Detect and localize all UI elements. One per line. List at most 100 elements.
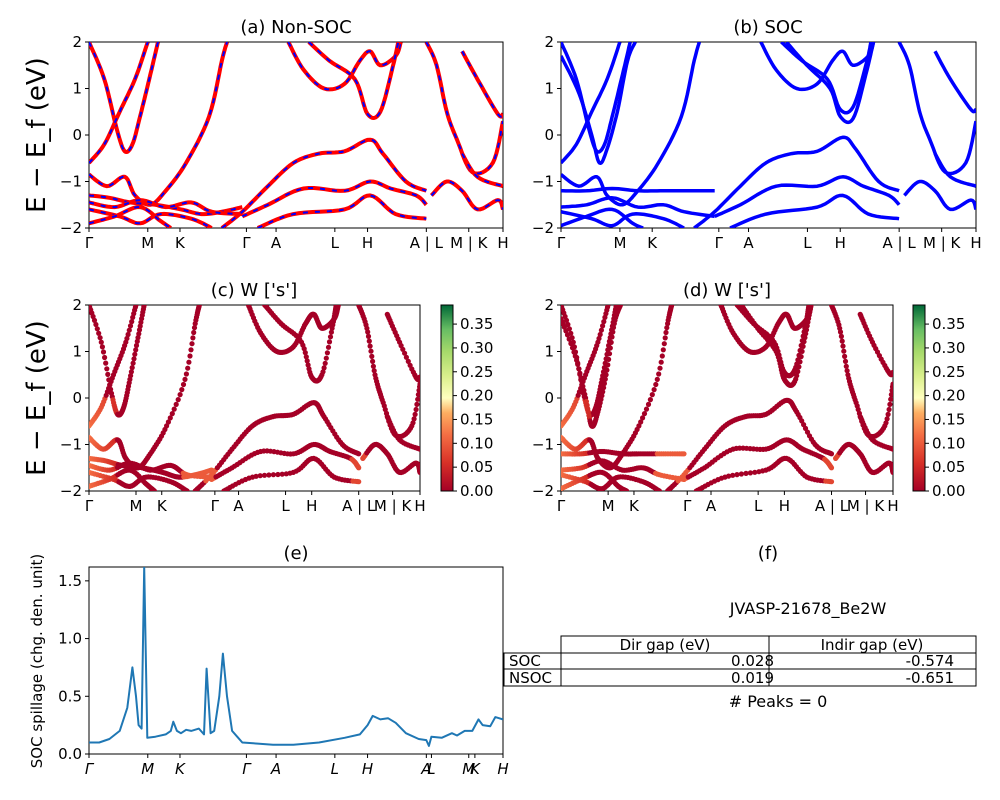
band-line [220, 137, 428, 228]
x-tick-label: M | K [450, 234, 489, 252]
x-tick-label: Γ [211, 497, 220, 515]
band-point [415, 392, 420, 398]
band-point [842, 358, 849, 364]
x-tick-label: L [803, 234, 812, 252]
band-line [460, 50, 503, 119]
band-point [653, 381, 659, 388]
colorbar-tick-label: 0.25 [460, 363, 493, 381]
band-point [127, 323, 134, 329]
band-point [803, 331, 809, 337]
band-point [656, 488, 662, 491]
band-line [785, 42, 876, 125]
band-point [794, 373, 800, 379]
band-point [133, 305, 139, 308]
band-line [89, 42, 160, 154]
band-point [609, 334, 615, 340]
y-tick-label: 2 [544, 296, 554, 314]
band-point [571, 349, 577, 355]
band-line-dashed [425, 42, 503, 175]
band-point [802, 335, 808, 341]
band-point [888, 396, 893, 402]
band-point [356, 465, 362, 471]
x-tick-label: Γ [557, 234, 566, 252]
band-point [175, 397, 181, 403]
band-line-dashed [430, 180, 503, 211]
band-point [828, 479, 835, 485]
band-point [597, 331, 603, 338]
band-point [102, 354, 108, 361]
band-point [321, 365, 327, 371]
band-point [182, 376, 188, 382]
band-point [730, 472, 736, 478]
band-point [104, 366, 110, 372]
band-point [187, 353, 193, 359]
colorbar-tick-label: 0.05 [460, 458, 493, 476]
y-tick-label: 0.0 [58, 745, 82, 763]
band-point [253, 473, 259, 479]
band-line [897, 42, 976, 176]
colorbar-tick-label: 0.20 [460, 387, 493, 405]
colorbar-tick-label: 0.05 [932, 458, 965, 476]
colorbar-tick-label: 0.35 [932, 315, 965, 333]
band-point [605, 305, 611, 308]
band-point [356, 451, 362, 457]
y-tick-label: 1 [544, 80, 554, 98]
band-point [890, 446, 893, 452]
panel-c-ylabel: E − E_f (eV) [22, 320, 52, 476]
axes-frame [88, 566, 504, 755]
band-point [417, 469, 420, 475]
band-point [320, 369, 326, 375]
band-point [370, 358, 376, 364]
band-point [413, 406, 419, 413]
band-point [890, 369, 893, 375]
band-point [681, 451, 687, 457]
band-point [124, 335, 130, 342]
band-point [601, 385, 607, 391]
x-tick-label: L [427, 760, 435, 778]
x-tick-label: Γ [85, 497, 94, 515]
band-point [405, 358, 411, 364]
band-point [886, 406, 892, 413]
x-tick-label: M [462, 760, 475, 778]
band-line [903, 179, 976, 212]
band-point [575, 361, 581, 367]
x-tick-label: A | L [410, 234, 444, 252]
band-point [98, 339, 104, 345]
y-tick-label: 2 [72, 33, 82, 51]
band-point [617, 305, 623, 308]
band-point [103, 360, 109, 366]
colorbar-tick-label: 0.00 [932, 482, 965, 500]
band-point [855, 406, 861, 413]
colorbar-tick-label: 0.30 [460, 339, 493, 357]
band-point [843, 363, 849, 369]
x-tick-label: H [414, 497, 425, 515]
x-tick-label: H [779, 497, 790, 515]
y-tick-label: 0.5 [58, 687, 82, 705]
band-point [576, 366, 582, 372]
panel-e: (e) SOC spillage (chg. den. unit) 0.0 0.5… [28, 543, 509, 778]
table-cell-indir: -0.651 [906, 669, 954, 687]
band-point [128, 373, 134, 379]
panel-a-ylabel: E − E_f (eV) [22, 57, 52, 213]
band-point [566, 336, 572, 342]
band-point [658, 359, 664, 365]
band-point [328, 329, 334, 335]
band-point [828, 451, 835, 457]
band-point [636, 423, 642, 429]
y-tick-label: 0 [544, 126, 554, 144]
x-tick-label: L [331, 234, 340, 252]
colorbar-tick-label: 0.15 [932, 410, 965, 428]
band-point [167, 415, 173, 421]
x-tick-label: M [130, 497, 143, 515]
band-line [729, 193, 900, 228]
band-point [180, 381, 187, 388]
band-point [322, 360, 328, 366]
band-point [883, 420, 889, 426]
band-point [838, 333, 845, 339]
band-line [933, 50, 976, 114]
band-point [752, 469, 758, 475]
x-tick-label: M [141, 234, 154, 252]
panel-b-title: (b) SOC [733, 17, 802, 38]
panel-a-title: (a) Non-SOC [240, 17, 351, 38]
